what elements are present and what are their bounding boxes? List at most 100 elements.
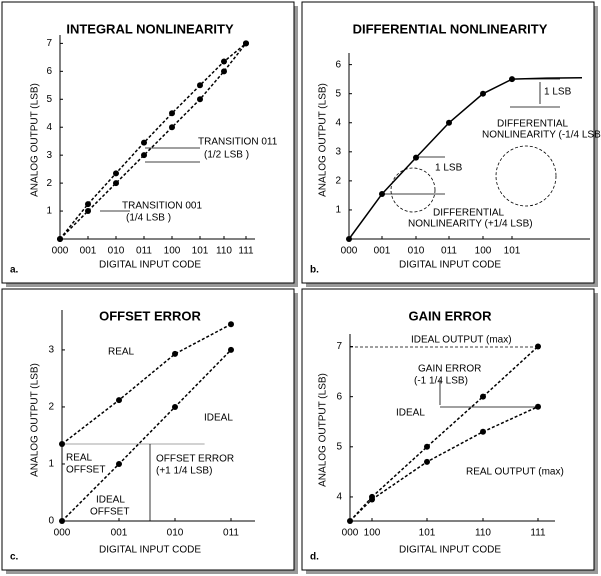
data-point	[346, 236, 352, 242]
data-point	[424, 443, 430, 450]
annotation: (1/2 LSB )	[204, 150, 249, 161]
panel-label: c.	[10, 552, 19, 563]
data-point	[113, 180, 119, 187]
y-tick-label: 4	[46, 122, 52, 133]
origin-point	[347, 518, 353, 524]
x-tick-label: 101	[419, 528, 436, 539]
x-tick-label: 000	[341, 246, 358, 257]
x-tick-label: 011	[223, 528, 239, 539]
data-point	[424, 458, 430, 465]
data-point	[221, 58, 227, 65]
y-tick-label: 1	[46, 206, 52, 217]
annotation: TRANSITION 001	[122, 201, 202, 212]
panel-label: a.	[10, 265, 19, 276]
x-tick-label: 111	[530, 528, 546, 539]
x-tick-label: 001	[374, 246, 391, 257]
x-tick-label: 011	[136, 246, 152, 257]
annotation: NONLINEARITY (-1/4 LSB)	[482, 130, 601, 141]
y-tick-label: 5	[336, 441, 342, 452]
y-axis-label: ANALOG OUTPUT (LSB)	[318, 83, 329, 197]
data-point	[228, 346, 234, 353]
y-tick-label: 6	[336, 391, 342, 402]
y-tick-label: 3	[48, 345, 54, 356]
panel	[1, 1, 295, 284]
data-point	[113, 170, 119, 177]
data-point	[480, 90, 486, 97]
y-tick-label: 3	[335, 146, 341, 157]
x-axis-label: DIGITAL INPUT CODE	[99, 545, 201, 556]
data-point	[480, 393, 486, 400]
data-point	[535, 403, 541, 410]
data-point	[172, 403, 178, 410]
annotation: IDEAL	[396, 408, 425, 419]
annotation: OFFSET	[66, 465, 105, 476]
y-tick-label: 6	[46, 66, 52, 77]
annotation: OFFSET	[90, 507, 129, 518]
annotation: DIFFERENTIAL	[497, 119, 569, 130]
x-tick-label: 101	[192, 246, 209, 257]
annotation: NONLINEARITY (+1/4 LSB)	[408, 219, 533, 230]
data-point	[172, 350, 178, 357]
y-tick-label: 2	[335, 176, 341, 187]
y-tick-label: 1	[335, 205, 341, 216]
x-tick-label: 100	[164, 246, 181, 257]
x-tick-label: 010	[408, 246, 425, 257]
panel-label: d.	[310, 552, 319, 563]
y-tick-label: 7	[46, 38, 52, 49]
x-tick-label: 100	[364, 528, 381, 539]
annotation: (1/4 LSB )	[126, 213, 171, 224]
y-tick-label: 2	[46, 178, 52, 189]
data-point	[57, 236, 63, 242]
data-point	[141, 139, 147, 146]
annotation: (+1 1/4 LSB)	[156, 466, 212, 477]
line-extension	[511, 76, 583, 80]
x-axis-label: DIGITAL INPUT CODE	[99, 260, 201, 271]
x-tick-label: 000	[54, 528, 71, 539]
panel	[301, 1, 595, 284]
y-tick-label: 5	[335, 88, 341, 99]
data-point	[116, 460, 122, 467]
y-tick-label: 2	[48, 402, 54, 413]
data-point	[228, 321, 234, 328]
chart-title: DIFFERENTIAL NONLINEARITY	[353, 21, 548, 36]
decorations	[61, 78, 560, 521]
annotation: IDEAL OUTPUT (max)	[411, 335, 512, 346]
annotation: REAL	[108, 347, 135, 358]
chart-title: OFFSET ERROR	[99, 308, 201, 323]
annotation: 1 LSB	[544, 87, 572, 98]
data-point	[85, 208, 91, 215]
zoom-circle	[495, 145, 557, 207]
data-point	[169, 124, 175, 131]
data-point	[446, 119, 452, 126]
y-tick-label: 0	[48, 516, 54, 527]
x-axis-label: DIGITAL INPUT CODE	[399, 545, 501, 556]
annotation: IDEAL	[96, 495, 125, 506]
data-point	[243, 40, 249, 47]
y-tick-label: 6	[335, 59, 341, 70]
series-line	[371, 406, 539, 501]
origin-segment	[349, 498, 373, 522]
annotation: REAL	[66, 453, 93, 464]
x-tick-label: 101	[504, 246, 521, 257]
data-point	[85, 201, 91, 208]
data-point	[369, 496, 375, 503]
data-point	[379, 190, 385, 197]
data-point	[169, 110, 175, 117]
x-tick-label: 001	[111, 528, 128, 539]
data-point	[535, 343, 541, 350]
y-tick-label: 1	[48, 459, 54, 470]
data-point	[413, 154, 419, 161]
series-line	[59, 42, 247, 240]
data-point	[197, 82, 203, 89]
chart-title: GAIN ERROR	[408, 308, 492, 323]
y-axis-label: ANALOG OUTPUT (LSB)	[30, 363, 41, 477]
y-tick-label: 3	[46, 150, 52, 161]
y-tick-label: 4	[335, 117, 341, 128]
data-point	[197, 96, 203, 103]
zoom-circle	[390, 167, 436, 213]
data-point	[141, 152, 147, 159]
y-axis-label: ANALOG OUTPUT (LSB)	[30, 83, 41, 197]
x-tick-label: 100	[475, 246, 492, 257]
